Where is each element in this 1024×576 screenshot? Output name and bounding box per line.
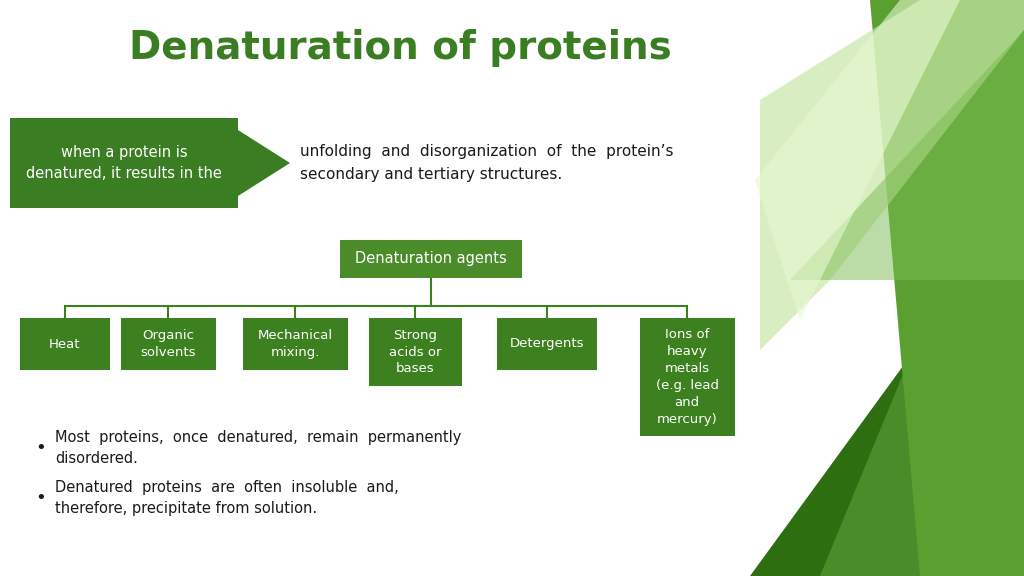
Text: Denaturation agents: Denaturation agents [355, 252, 507, 267]
Polygon shape [755, 0, 961, 320]
FancyBboxPatch shape [497, 318, 597, 370]
FancyBboxPatch shape [121, 318, 215, 370]
Text: Most  proteins,  once  denatured,  remain  permanently
disordered.: Most proteins, once denatured, remain pe… [55, 430, 462, 466]
Text: Strong
acids or
bases: Strong acids or bases [389, 328, 441, 376]
FancyBboxPatch shape [640, 318, 734, 436]
Text: •: • [35, 439, 46, 457]
Text: Heat: Heat [49, 338, 81, 351]
Polygon shape [820, 80, 1024, 576]
Text: Denaturation of proteins: Denaturation of proteins [129, 29, 672, 67]
Text: Denatured  proteins  are  often  insoluble  and,
therefore, precipitate from sol: Denatured proteins are often insoluble a… [55, 480, 398, 516]
Polygon shape [760, 0, 1024, 350]
Text: Ions of
heavy
metals
(e.g. lead
and
mercury): Ions of heavy metals (e.g. lead and merc… [655, 328, 719, 426]
Polygon shape [790, 30, 1024, 280]
Text: when a protein is
denatured, it results in the: when a protein is denatured, it results … [26, 145, 222, 181]
Text: Mechanical
mixing.: Mechanical mixing. [257, 329, 333, 359]
Text: Organic
solvents: Organic solvents [140, 329, 196, 359]
FancyBboxPatch shape [369, 318, 462, 386]
Polygon shape [10, 118, 290, 208]
Text: Detergents: Detergents [510, 338, 585, 351]
Text: •: • [35, 489, 46, 507]
Polygon shape [750, 200, 1024, 576]
FancyBboxPatch shape [243, 318, 347, 370]
FancyBboxPatch shape [20, 318, 110, 370]
FancyBboxPatch shape [340, 240, 522, 278]
Polygon shape [870, 0, 1024, 576]
Text: unfolding  and  disorganization  of  the  protein’s
secondary and tertiary struc: unfolding and disorganization of the pro… [300, 145, 674, 181]
